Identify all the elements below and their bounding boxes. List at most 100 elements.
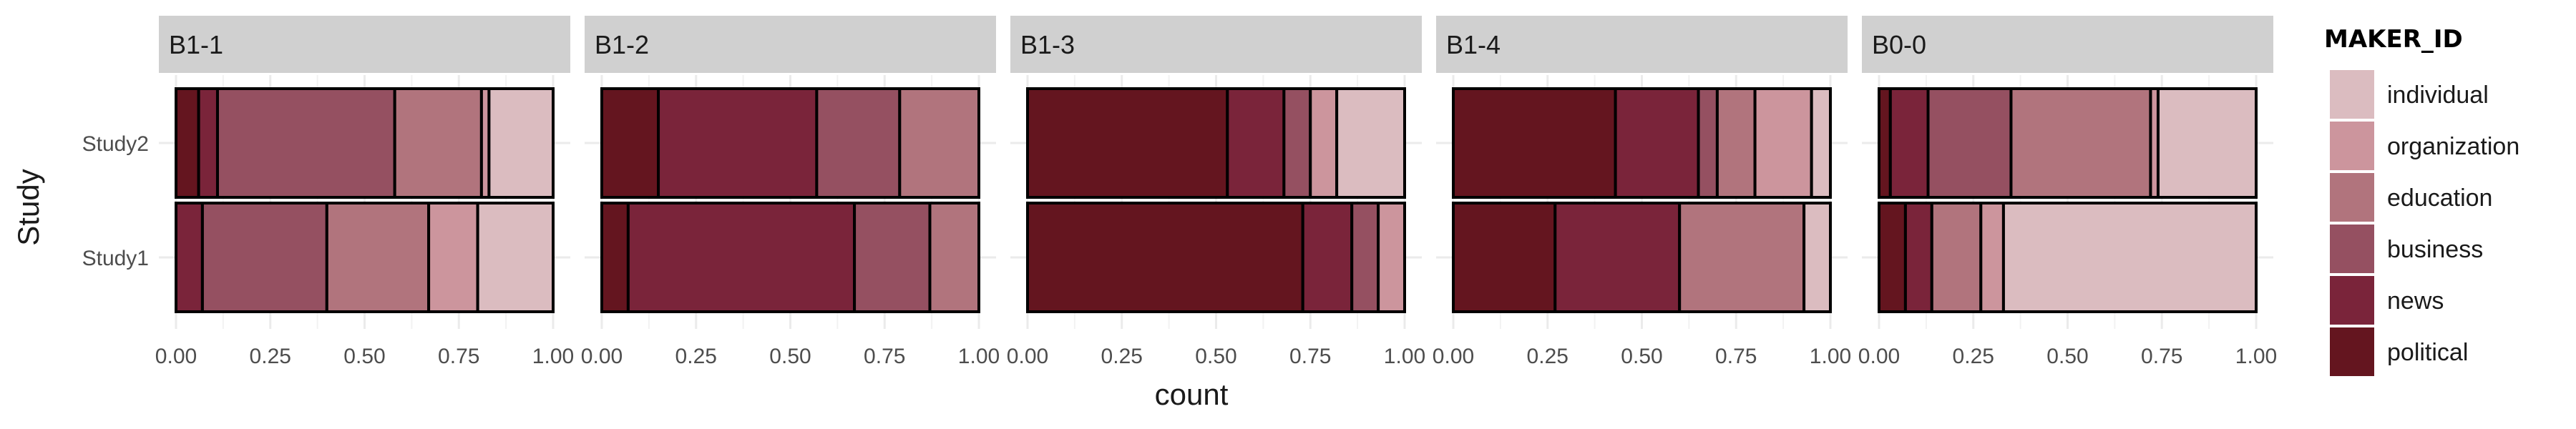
facet-panel: B1-3 0.00 0.25 0.50 0.75 1.00 — [1007, 16, 1425, 368]
bar-segment-political — [1878, 202, 1907, 313]
facet-panel: B0-0 0.00 0.25 0.50 0.75 1.00 — [1858, 16, 2277, 368]
bar-segment-news — [1301, 202, 1354, 313]
x-tick-label: 1.00 — [532, 345, 574, 368]
legend-label: education — [2387, 184, 2492, 212]
bar-segment-business — [215, 87, 396, 199]
legend-key-business — [2330, 225, 2374, 273]
x-tick-label: 0.25 — [675, 345, 717, 368]
x-tick-label: 1.00 — [1384, 345, 1425, 368]
x-tick-label: 0.50 — [343, 345, 385, 368]
bar-segment-news — [1226, 87, 1286, 199]
bar-segment-education — [928, 202, 980, 313]
bar-segment-news — [1614, 87, 1700, 199]
x-tick-label: 0.75 — [438, 345, 479, 368]
x-tick-label: 0.00 — [581, 345, 623, 368]
facet-panels: B1-1 0.00 0.25 0.50 0.75 1.00 B1-2 0.00 0.25 0.50… — [155, 16, 2277, 368]
y-tick-label: Study1 — [82, 247, 149, 270]
facet-strip — [1436, 16, 1848, 73]
facet-strip — [585, 16, 996, 73]
x-tick-label: 0.75 — [1715, 345, 1757, 368]
legend-key-political — [2330, 327, 2374, 376]
bar-segment-education — [1678, 202, 1806, 313]
x-tick-label: 0.00 — [155, 345, 197, 368]
x-tick-label: 0.50 — [2046, 345, 2088, 368]
x-tick-label: 0.25 — [1953, 345, 1994, 368]
legend-key-news — [2330, 276, 2374, 325]
legend-label: individual — [2387, 82, 2489, 109]
x-tick-label: 1.00 — [958, 345, 1000, 368]
bar-segment-education — [325, 202, 431, 313]
facet-strip — [1862, 16, 2273, 73]
x-tick-label: 0.75 — [1289, 345, 1331, 368]
bar-segment-news — [197, 87, 219, 199]
legend-label: business — [2387, 236, 2483, 263]
facet-strip-label: B1-2 — [595, 30, 649, 59]
x-tick-label: 0.50 — [769, 345, 811, 368]
bar-segment-political — [175, 87, 200, 199]
bar-segment-business — [1926, 87, 2013, 199]
bar-segment-business — [853, 202, 932, 313]
bar-segment-political — [1452, 87, 1617, 199]
bar-segment-organization — [1377, 202, 1406, 313]
bar-segment-news — [1903, 202, 1933, 313]
bar-segment-education — [393, 87, 483, 199]
bar-segment-business — [200, 202, 328, 313]
x-axis-title: count — [1155, 378, 1229, 411]
bar-segment-political — [1452, 202, 1557, 313]
legend-key-individual — [2330, 70, 2374, 119]
facet-strip-label: B1-3 — [1020, 30, 1075, 59]
y-tick-label: Study2 — [82, 132, 149, 156]
facet-strip — [1010, 16, 1422, 73]
x-tick-label: 0.50 — [1621, 345, 1662, 368]
facet-strip-label: B0-0 — [1872, 30, 1926, 59]
bar-segment-education — [898, 87, 980, 199]
legend-label: news — [2387, 287, 2444, 315]
bar-segment-individual — [2001, 202, 2258, 313]
bar-segment-political — [600, 202, 630, 313]
bar-segment-news — [657, 87, 819, 199]
bar-segment-business — [1697, 87, 1719, 199]
legend: MAKER_ID individual organization education… — [2324, 25, 2519, 376]
x-tick-label: 0.25 — [1527, 345, 1568, 368]
facet-strip-label: B1-1 — [169, 30, 223, 59]
facet-panel: B1-4 0.00 0.25 0.50 0.75 1.00 — [1433, 16, 1851, 368]
x-tick-label: 1.00 — [1810, 345, 1851, 368]
bar-segment-political — [1026, 87, 1229, 199]
legend-title: MAKER_ID — [2324, 25, 2463, 54]
x-tick-label: 1.00 — [2235, 345, 2277, 368]
bar-segment-education — [1715, 87, 1757, 199]
legend-key-education — [2330, 173, 2374, 222]
bar-segment-education — [2009, 87, 2152, 199]
bar-segment-political — [1878, 87, 1892, 199]
x-tick-label: 0.50 — [1195, 345, 1236, 368]
x-tick-label: 0.25 — [1101, 345, 1143, 368]
bar-segment-political — [600, 87, 660, 199]
bar-segment-business — [815, 87, 902, 199]
bar-segment-individual — [1810, 87, 1832, 199]
x-tick-label: 0.00 — [1007, 345, 1048, 368]
legend-label: political — [2387, 339, 2468, 366]
bar-segment-news — [626, 202, 857, 313]
x-tick-label: 0.75 — [864, 345, 905, 368]
facet-strip-label: B1-4 — [1446, 30, 1501, 59]
bar-segment-news — [1888, 87, 1930, 199]
facet-strip — [159, 16, 570, 73]
bar-segment-business — [1350, 202, 1380, 313]
bar-segment-individual — [476, 202, 555, 313]
bar-segment-individual — [2156, 87, 2258, 199]
y-axis-title: Study — [11, 169, 45, 245]
bar-segment-political — [1026, 202, 1304, 313]
legend-label: organization — [2387, 133, 2519, 160]
bar-segment-news — [1553, 202, 1682, 313]
bar-segment-organization — [1309, 87, 1339, 199]
legend-key-organization — [2330, 122, 2374, 170]
bar-segment-organization — [1979, 202, 2005, 313]
x-tick-label: 0.25 — [250, 345, 291, 368]
bar-segment-news — [175, 202, 204, 313]
x-tick-label: 0.00 — [1433, 345, 1474, 368]
bar-segment-individual — [487, 87, 555, 199]
y-axis: Study2 Study1 — [82, 132, 149, 270]
x-tick-label: 0.00 — [1858, 345, 1900, 368]
bar-segment-business — [1282, 87, 1312, 199]
